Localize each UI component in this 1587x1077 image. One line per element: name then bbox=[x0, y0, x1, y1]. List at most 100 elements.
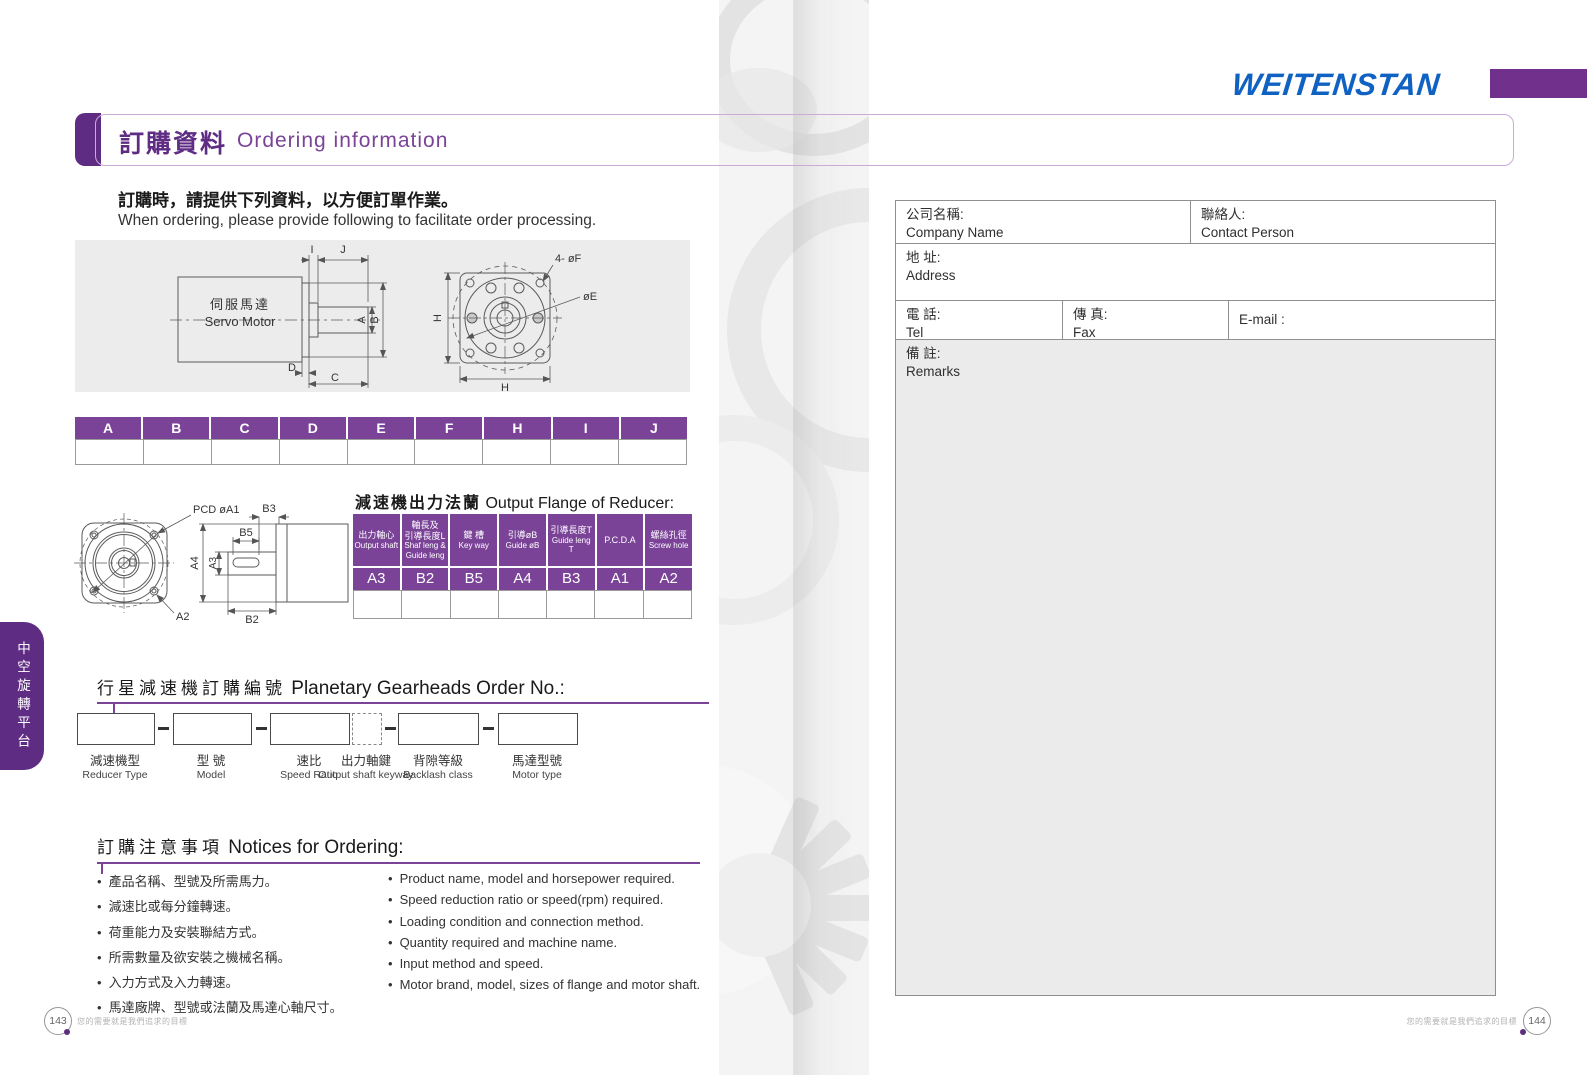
dim-a3-label: A3 bbox=[208, 556, 219, 569]
flange-table: 出力軸心 Output shaft 軸長及 引導長度L Shaf leng & Gui… bbox=[353, 514, 692, 619]
notice-item: 產品名稱、型號及所需馬力。 bbox=[97, 871, 343, 890]
order-label-reducer-type: 減速機型 Reducer Type bbox=[82, 754, 148, 781]
notice-item: Product name, model and horsepower requi… bbox=[388, 871, 700, 886]
dimension-table-header: A B C D E F H I J bbox=[75, 417, 687, 439]
flange-empty-cell bbox=[449, 590, 499, 619]
flange-front-dims bbox=[444, 264, 581, 383]
page-title-zh: 訂購資料 bbox=[119, 130, 228, 158]
dim-col-b: B bbox=[143, 417, 210, 439]
order-label-keyway: 出力軸鍵 Output shaft keyway bbox=[318, 754, 414, 781]
dim-col-i: I bbox=[552, 417, 619, 439]
order-no-title-zh: 行星減速機訂購編號 bbox=[97, 679, 286, 698]
flange-col-output-shaft: 出力軸心 Output shaft bbox=[353, 514, 400, 566]
flange-col-keyway: 鍵 槽 Key way bbox=[450, 514, 498, 566]
notices-list-en: Product name, model and horsepower requi… bbox=[388, 871, 701, 999]
footer-slogan-right: 您的需要就是我們追求的目標 bbox=[1406, 1017, 1517, 1026]
intro-text-en: When ordering, please provide following … bbox=[118, 212, 597, 229]
flange-empty-cell bbox=[401, 590, 451, 619]
dim-b3-label: B3 bbox=[262, 503, 275, 515]
flange-title-zh: 減速機出力法蘭 bbox=[355, 495, 482, 512]
flange-side-dims bbox=[199, 514, 289, 615]
flange-table-empty-row bbox=[353, 590, 692, 619]
remarks-field: 備 註: Remarks bbox=[896, 340, 1495, 995]
dim-col-c: C bbox=[211, 417, 278, 439]
dim-j-label: J bbox=[340, 244, 346, 256]
dim-b2-label: B2 bbox=[245, 614, 258, 626]
side-category-tab: 中空旋轉平台 bbox=[0, 622, 44, 770]
dim-oe-label: øE bbox=[583, 291, 597, 303]
notice-item: Motor brand, model, sizes of flange and … bbox=[388, 977, 701, 992]
dim-d-label: D bbox=[288, 362, 296, 374]
company-name-field: 公司名稱: Company Name bbox=[896, 201, 1191, 244]
form-row-company: 公司名稱: Company Name 聯絡人: Contact Person bbox=[896, 201, 1495, 244]
notices-title-zh: 訂購注意事項 bbox=[97, 838, 223, 857]
notices-list-zh: 產品名稱、型號及所需馬力。 減速比或每分鐘轉速。 荷重能力及安裝聯結方式。 所需… bbox=[97, 871, 343, 1023]
notices-tick bbox=[101, 863, 103, 874]
flange-table-title: 減速機出力法蘭 Output Flange of Reducer: bbox=[355, 489, 674, 513]
flange-code: A1 bbox=[596, 568, 644, 590]
flange-empty-cell bbox=[353, 590, 403, 619]
flange-code: A4 bbox=[499, 568, 546, 590]
flange-empty-cell bbox=[546, 590, 596, 619]
order-box-backlash bbox=[398, 713, 479, 745]
gears-background-art bbox=[719, 0, 869, 1015]
flange-empty-cell bbox=[642, 590, 692, 619]
flange-col-shaft-length: 軸長及 引導長度L Shaf leng & Guide leng bbox=[401, 514, 449, 566]
page-gutter-shadow bbox=[793, 0, 871, 1075]
notices-rule bbox=[97, 862, 700, 864]
dim-c-label: C bbox=[331, 372, 339, 384]
contact-person-field: 聯絡人: Contact Person bbox=[1191, 201, 1495, 244]
dim-value-cell bbox=[550, 439, 620, 465]
flange-title-en: Output Flange of Reducer: bbox=[485, 495, 675, 512]
form-row-address: 地 址: Address bbox=[896, 244, 1495, 301]
order-label-model: 型 號 Model bbox=[196, 754, 226, 781]
flange-table-codes: A3 B2 B5 A4 B3 A1 A2 bbox=[353, 568, 692, 590]
flange-empty-cell bbox=[594, 590, 644, 619]
notice-item: 馬達廠牌、型號或法蘭及馬達心軸尺寸。 bbox=[97, 997, 343, 1016]
order-box-reducer-type bbox=[77, 713, 155, 745]
flange-col-guide-ob: 引導øB Guide øB bbox=[499, 514, 546, 566]
form-row-tel: 電 話: Tel 傳 真: Fax E-mail : bbox=[896, 301, 1495, 340]
notice-item: Quantity required and machine name. bbox=[388, 935, 700, 950]
dim-value-cell bbox=[482, 439, 552, 465]
notice-item: Loading condition and connection method. bbox=[388, 914, 700, 929]
motor-outline bbox=[170, 276, 380, 363]
background-machinery-strip bbox=[719, 0, 869, 1075]
notice-item: 所需數量及欲安裝之機械名稱。 bbox=[97, 947, 343, 966]
reducer-flange-drawing: PCD øA1 A2 bbox=[60, 487, 360, 627]
page-dot-left bbox=[64, 1029, 70, 1035]
form-row-remarks: 備 註: Remarks bbox=[896, 340, 1495, 995]
order-box-model bbox=[173, 713, 252, 745]
intro-text-zh: 訂購時，請提供下列資料，以方便訂單作業。 bbox=[118, 191, 458, 210]
motor-label-en: Servo Motor bbox=[205, 314, 276, 329]
dim-col-f: F bbox=[416, 417, 483, 439]
order-dash bbox=[158, 727, 169, 730]
notice-item: 入力方式及入力轉速。 bbox=[97, 972, 343, 991]
footer-slogan-left: 您的需要就是我們追求的目標 bbox=[77, 1017, 188, 1026]
tel-field: 電 話: Tel bbox=[896, 301, 1063, 340]
dim-value-cell bbox=[414, 439, 484, 465]
flange-side-view bbox=[227, 523, 349, 603]
dim-b5-label: B5 bbox=[239, 527, 252, 539]
page-dot-right bbox=[1520, 1029, 1526, 1035]
email-field: E-mail : bbox=[1229, 301, 1495, 340]
order-label-motor-type: 馬達型號 Motor type bbox=[511, 754, 562, 781]
contact-form: 公司名稱: Company Name 聯絡人: Contact Person 地 址… bbox=[895, 200, 1496, 996]
dim-a-label: A bbox=[356, 316, 368, 324]
dim-value-cell bbox=[142, 439, 212, 465]
dim-col-a: A bbox=[75, 417, 142, 439]
flange-table-header: 出力軸心 Output shaft 軸長及 引導長度L Shaf leng & Gui… bbox=[353, 514, 692, 566]
dim-value-cell bbox=[278, 439, 348, 465]
dim-i-label: I bbox=[310, 244, 313, 256]
dim-h-left-label: H bbox=[432, 314, 444, 322]
header-frame bbox=[95, 114, 1514, 166]
dim-col-j: J bbox=[620, 417, 687, 439]
flange-col-pcda: P.C.D.A bbox=[596, 514, 644, 566]
notice-item: Speed reduction ratio or speed(rpm) requ… bbox=[388, 892, 700, 907]
order-dash bbox=[256, 727, 267, 730]
dimension-table-values bbox=[75, 439, 688, 465]
dim-value-cell bbox=[75, 439, 144, 465]
order-box-motor-type bbox=[498, 713, 578, 745]
brand-accent-bar bbox=[1490, 69, 1587, 98]
